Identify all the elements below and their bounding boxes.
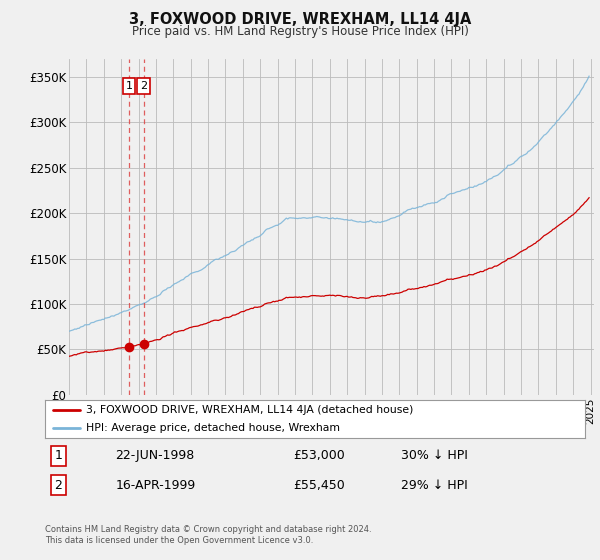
- Text: 29% ↓ HPI: 29% ↓ HPI: [401, 479, 468, 492]
- Text: £53,000: £53,000: [293, 449, 345, 462]
- Text: 1: 1: [55, 449, 62, 462]
- Text: 3, FOXWOOD DRIVE, WREXHAM, LL14 4JA (detached house): 3, FOXWOOD DRIVE, WREXHAM, LL14 4JA (det…: [86, 405, 413, 415]
- Text: 30% ↓ HPI: 30% ↓ HPI: [401, 449, 468, 462]
- Text: £55,450: £55,450: [293, 479, 345, 492]
- Text: 22-JUN-1998: 22-JUN-1998: [115, 449, 194, 462]
- Text: 1: 1: [125, 81, 133, 91]
- Text: 2: 2: [140, 81, 147, 91]
- Text: Contains HM Land Registry data © Crown copyright and database right 2024.
This d: Contains HM Land Registry data © Crown c…: [45, 525, 371, 545]
- Text: 2: 2: [55, 479, 62, 492]
- Text: 16-APR-1999: 16-APR-1999: [115, 479, 196, 492]
- Text: HPI: Average price, detached house, Wrexham: HPI: Average price, detached house, Wrex…: [86, 423, 340, 433]
- Text: 3, FOXWOOD DRIVE, WREXHAM, LL14 4JA: 3, FOXWOOD DRIVE, WREXHAM, LL14 4JA: [129, 12, 471, 27]
- Text: Price paid vs. HM Land Registry's House Price Index (HPI): Price paid vs. HM Land Registry's House …: [131, 25, 469, 38]
